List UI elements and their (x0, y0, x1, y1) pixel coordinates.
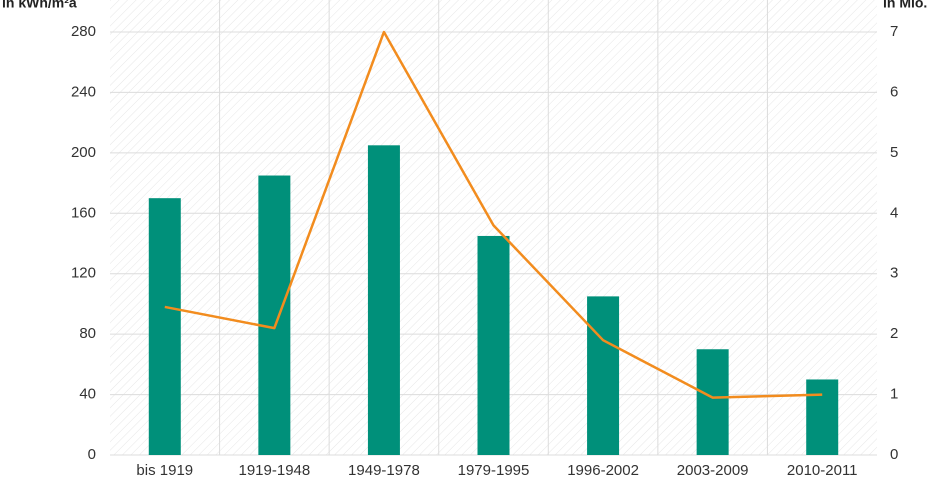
x-tick-label: 2010-2011 (787, 462, 858, 479)
x-tick-label: bis 1919 (136, 462, 193, 479)
x-tick-label: 1949-1978 (348, 462, 420, 479)
y2-tick-label: 7 (890, 23, 898, 40)
bar (477, 235, 510, 455)
y2-tick-label: 1 (890, 386, 898, 403)
y2-tick-label: 4 (890, 204, 898, 221)
x-tick-label: 1919-1948 (238, 462, 310, 479)
x-tick-label: 1996-2002 (567, 462, 639, 479)
y-tick-label: 280 (71, 23, 96, 40)
y-tick-label: 160 (71, 204, 96, 221)
y2-tick-label: 5 (890, 144, 898, 161)
bar (806, 379, 839, 455)
y-axis-title: in kWh/m²a (2, 0, 77, 11)
bar (367, 145, 400, 455)
y-tick-label: 120 (71, 265, 96, 282)
x-tick-label: 2003-2009 (677, 462, 749, 479)
y2-axis-title: in Mio. (883, 0, 927, 11)
y-tick-label: 40 (79, 386, 96, 403)
y-tick-label: 200 (71, 144, 96, 161)
bar (148, 198, 181, 455)
bar (587, 296, 620, 455)
y2-tick-label: 3 (890, 265, 898, 282)
bar (696, 349, 729, 455)
y-tick-label: 80 (79, 325, 96, 342)
y2-tick-label: 2 (890, 325, 898, 342)
line (164, 30, 823, 399)
y-tick-label: 240 (71, 83, 96, 100)
bar (258, 175, 291, 455)
y2-tick-label: 6 (890, 83, 898, 100)
x-tick-label: 1979-1995 (458, 462, 530, 479)
y-tick-label: 0 (88, 446, 96, 463)
y2-tick-label: 0 (890, 446, 898, 463)
